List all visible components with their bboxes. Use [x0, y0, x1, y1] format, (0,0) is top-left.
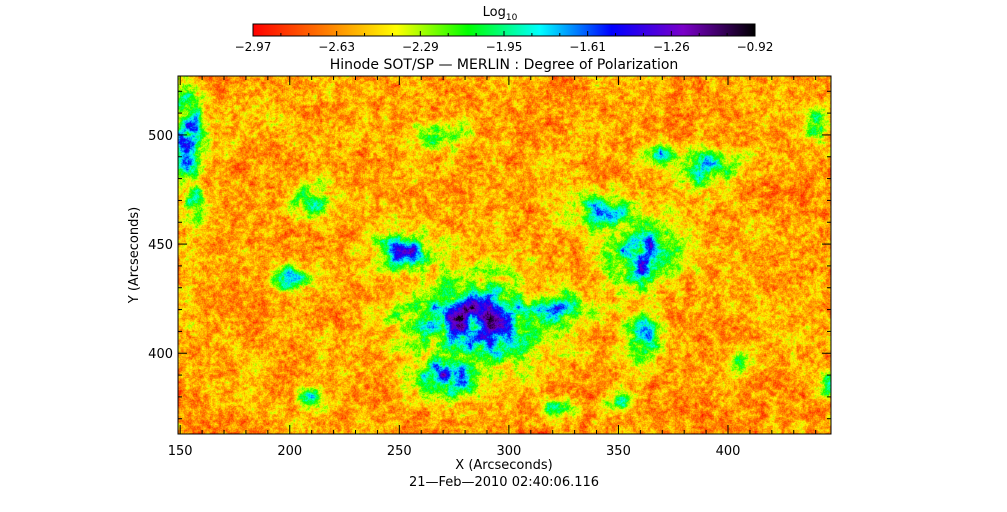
x-axis-ticks: 150 200 250 300 350 400: [168, 76, 817, 459]
x-tick-label: 300: [496, 444, 521, 459]
colorbar-tick-label: −1.26: [653, 40, 690, 54]
x-tick-label: 200: [277, 444, 302, 459]
colorbar-tick-label: −1.95: [486, 40, 523, 54]
y-axis-ticks: 400 450 500: [148, 90, 831, 420]
colorbar-tick-label: −2.97: [235, 40, 272, 54]
y-tick-label: 450: [148, 238, 173, 253]
chart-title: Hinode SOT/SP — MERLIN : Degree of Polar…: [330, 57, 679, 73]
y-tick-label: 400: [148, 347, 173, 362]
colorbar-label: Log10: [483, 5, 518, 23]
x-axis-label: X (Arcseconds): [455, 458, 552, 473]
heatmap-image: [178, 76, 831, 434]
y-axis-label: Y (Arcseconds): [127, 207, 142, 304]
x-tick-label: 350: [606, 444, 631, 459]
y-tick-label: 500: [148, 129, 173, 144]
timestamp: 21—Feb—2010 02:40:06.116: [409, 475, 599, 490]
colorbar-tick-label: −2.29: [402, 40, 439, 54]
x-tick-label: 150: [168, 444, 193, 459]
colorbar-tick-label: −1.61: [569, 40, 606, 54]
x-tick-label: 250: [387, 444, 412, 459]
colorbar-tick-label: −2.63: [318, 40, 355, 54]
colorbar-ticks: −2.97 −2.63 −2.29 −1.95 −1.61 −1.26 −0.92: [235, 31, 774, 54]
colorbar-tick-label: −0.92: [737, 40, 774, 54]
plot-frame: [177, 75, 832, 435]
x-tick-label: 400: [716, 444, 741, 459]
